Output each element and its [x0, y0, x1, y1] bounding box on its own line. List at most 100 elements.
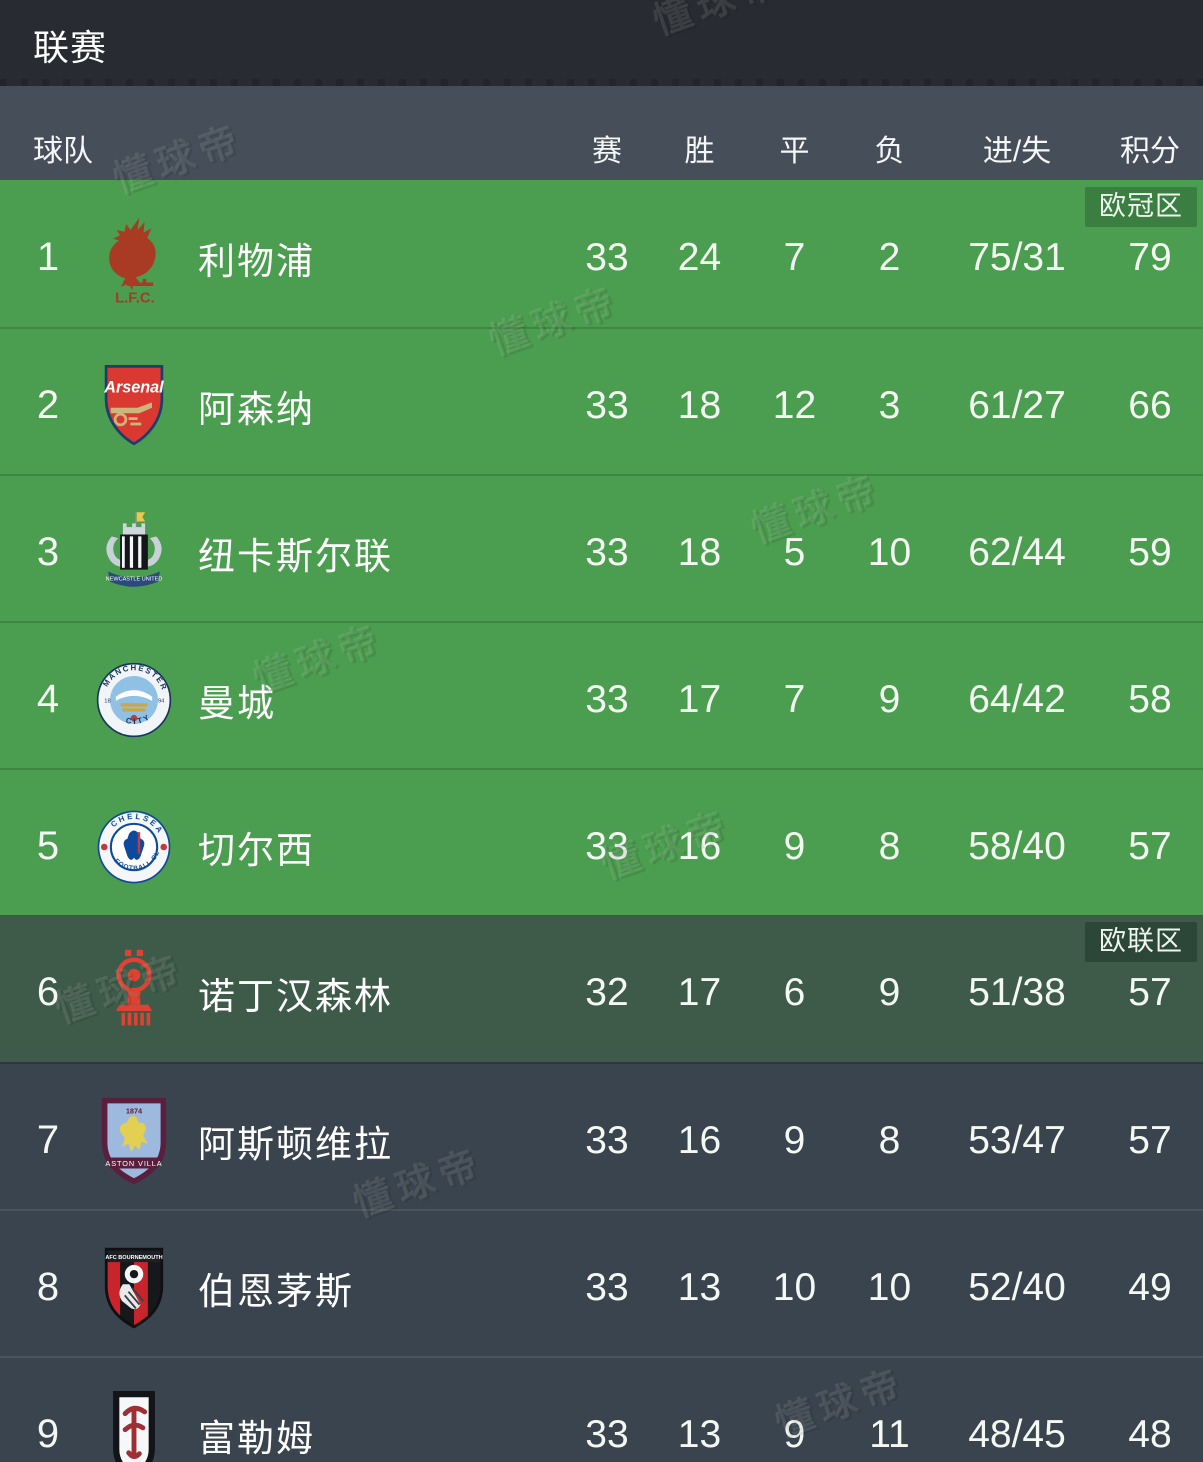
europa-league-zone-badge: 欧联区: [1085, 922, 1197, 962]
stat-draw: 7: [783, 235, 806, 279]
man-city-year-left: 18: [104, 698, 110, 704]
bournemouth-crest-icon: AFC BOURNEMOUTH: [96, 1240, 172, 1336]
stat-win: 16: [677, 1118, 722, 1162]
team-name: 纽卡斯尔联: [198, 535, 393, 577]
stat-played: 33: [585, 530, 629, 574]
stat-draw: 6: [783, 970, 806, 1014]
stat-loss: 8: [878, 824, 901, 868]
rank: 1: [36, 235, 60, 279]
aston-villa-crest-icon: 1874 ASTON VILLA: [96, 1093, 172, 1189]
rank: 5: [36, 824, 60, 868]
stat-win: 24: [677, 235, 722, 279]
stat-points: 57: [1128, 1118, 1172, 1162]
stat-points: 79: [1128, 235, 1172, 279]
fulham-crest-icon: [96, 1387, 172, 1462]
table-row-liverpool[interactable]: 1 L.F.C. 利物浦 33 24 7 2 75/31 79 欧冠区: [0, 180, 1203, 327]
page-title: 联赛: [33, 27, 108, 68]
stat-win: 16: [677, 824, 722, 868]
table-header: 球队 赛 胜 平 负 进/失 积分: [0, 86, 1203, 180]
stat-draw: 9: [783, 1118, 806, 1162]
stat-played: 33: [585, 383, 629, 427]
stat-points: 66: [1128, 383, 1172, 427]
header-team: 球队: [33, 135, 93, 168]
header-played: 赛: [592, 135, 622, 168]
stat-draw: 12: [772, 383, 817, 427]
table-row-newcastle[interactable]: 3 NEWCASTLE UNITED 纽卡斯尔联 33 18 5 10 62/4…: [0, 474, 1203, 621]
man-city-year-right: 94: [158, 698, 165, 704]
stat-goals: 62/44: [968, 530, 1066, 574]
stat-played: 33: [585, 1412, 629, 1456]
stat-points: 57: [1128, 970, 1172, 1014]
arsenal-crest-icon: Arsenal: [96, 358, 172, 454]
table-row-chelsea[interactable]: 5 CHELSEA FOOTBALL CLUB: [0, 768, 1203, 915]
stat-win: 17: [677, 970, 722, 1014]
stat-win: 18: [677, 383, 722, 427]
stat-played: 33: [585, 677, 629, 721]
stat-goals: 48/45: [968, 1412, 1066, 1456]
stat-loss: 9: [878, 677, 901, 721]
stat-win: 13: [677, 1412, 722, 1456]
liverpool-crest-icon: L.F.C.: [96, 210, 172, 306]
champions-league-zone-badge: 欧冠区: [1085, 187, 1197, 227]
header-win: 胜: [684, 135, 715, 168]
arsenal-wordmark: Arsenal: [103, 378, 164, 396]
stat-goals: 64/42: [968, 677, 1066, 721]
stat-points: 59: [1128, 530, 1172, 574]
rank: 4: [36, 677, 60, 721]
stat-loss: 10: [867, 1265, 912, 1309]
table-row-nottingham-forest[interactable]: 6 诺丁汉森林 32 17 6 9 51/38 57 欧联区: [0, 915, 1203, 1062]
stat-draw: 10: [772, 1265, 817, 1309]
stat-played: 33: [585, 235, 629, 279]
newcastle-crest-icon: NEWCASTLE UNITED: [96, 505, 172, 601]
stat-loss: 3: [878, 383, 901, 427]
chelsea-crest-icon: CHELSEA FOOTBALL CLUB: [96, 799, 172, 895]
stat-loss: 9: [878, 970, 901, 1014]
stat-goals: 53/47: [968, 1118, 1066, 1162]
stat-points: 57: [1128, 824, 1172, 868]
rank: 6: [36, 970, 60, 1014]
header-points: 积分: [1120, 135, 1180, 168]
stat-points: 58: [1128, 677, 1172, 721]
stat-points: 49: [1128, 1265, 1172, 1309]
stat-win: 18: [677, 530, 722, 574]
stat-goals: 61/27: [968, 383, 1066, 427]
stat-points: 48: [1128, 1412, 1172, 1456]
stat-goals: 75/31: [968, 235, 1066, 279]
bournemouth-wordmark: AFC BOURNEMOUTH: [105, 1254, 162, 1260]
stat-loss: 11: [869, 1412, 910, 1456]
liverpool-lfc-text: L.F.C.: [115, 290, 155, 305]
stat-draw: 7: [783, 677, 806, 721]
top-bar: 联赛: [0, 0, 1203, 86]
aston-villa-year: 1874: [126, 1106, 143, 1115]
header-loss: 负: [874, 135, 905, 168]
table-row-manchester-city[interactable]: 4 MANCHESTER CITY 18 9: [0, 621, 1203, 768]
stat-played: 32: [585, 970, 629, 1014]
team-name: 阿斯顿维拉: [198, 1123, 393, 1165]
table-row-aston-villa[interactable]: 7 1874 ASTON VILLA 阿斯顿维拉 33 16 9 8 53/47…: [0, 1062, 1203, 1209]
table-row-arsenal[interactable]: 2 Arsenal 阿森纳 33 18 12 3 61/27 66: [0, 327, 1203, 474]
stat-draw: 5: [783, 530, 806, 574]
table-row-bournemouth[interactable]: 8 AFC BOURNEMOUTH 伯恩茅斯 33: [0, 1209, 1203, 1356]
stat-played: 33: [585, 1118, 629, 1162]
rank: 7: [36, 1118, 60, 1162]
rank: 9: [36, 1412, 60, 1456]
newcastle-scroll-text: NEWCASTLE UNITED: [106, 576, 163, 582]
team-name: 富勒姆: [198, 1417, 315, 1459]
stat-loss: 10: [867, 530, 912, 574]
table-row-fulham[interactable]: 9 富勒姆 33 13 9 11 48/45 48: [0, 1356, 1203, 1462]
team-name: 曼城: [198, 682, 276, 724]
nottingham-forest-crest-icon: [96, 945, 172, 1041]
rank: 8: [36, 1265, 60, 1309]
aston-villa-wordmark: ASTON VILLA: [105, 1159, 162, 1168]
stat-goals: 52/40: [968, 1265, 1066, 1309]
stat-goals: 51/38: [968, 970, 1066, 1014]
stat-goals: 58/40: [968, 824, 1066, 868]
team-name: 利物浦: [198, 240, 315, 282]
team-name: 切尔西: [198, 829, 315, 871]
team-name: 阿森纳: [198, 388, 315, 430]
manchester-city-crest-icon: MANCHESTER CITY 18 94: [96, 652, 172, 748]
stat-played: 33: [585, 1265, 629, 1309]
rank: 2: [36, 383, 60, 427]
header-draw: 平: [779, 135, 810, 168]
